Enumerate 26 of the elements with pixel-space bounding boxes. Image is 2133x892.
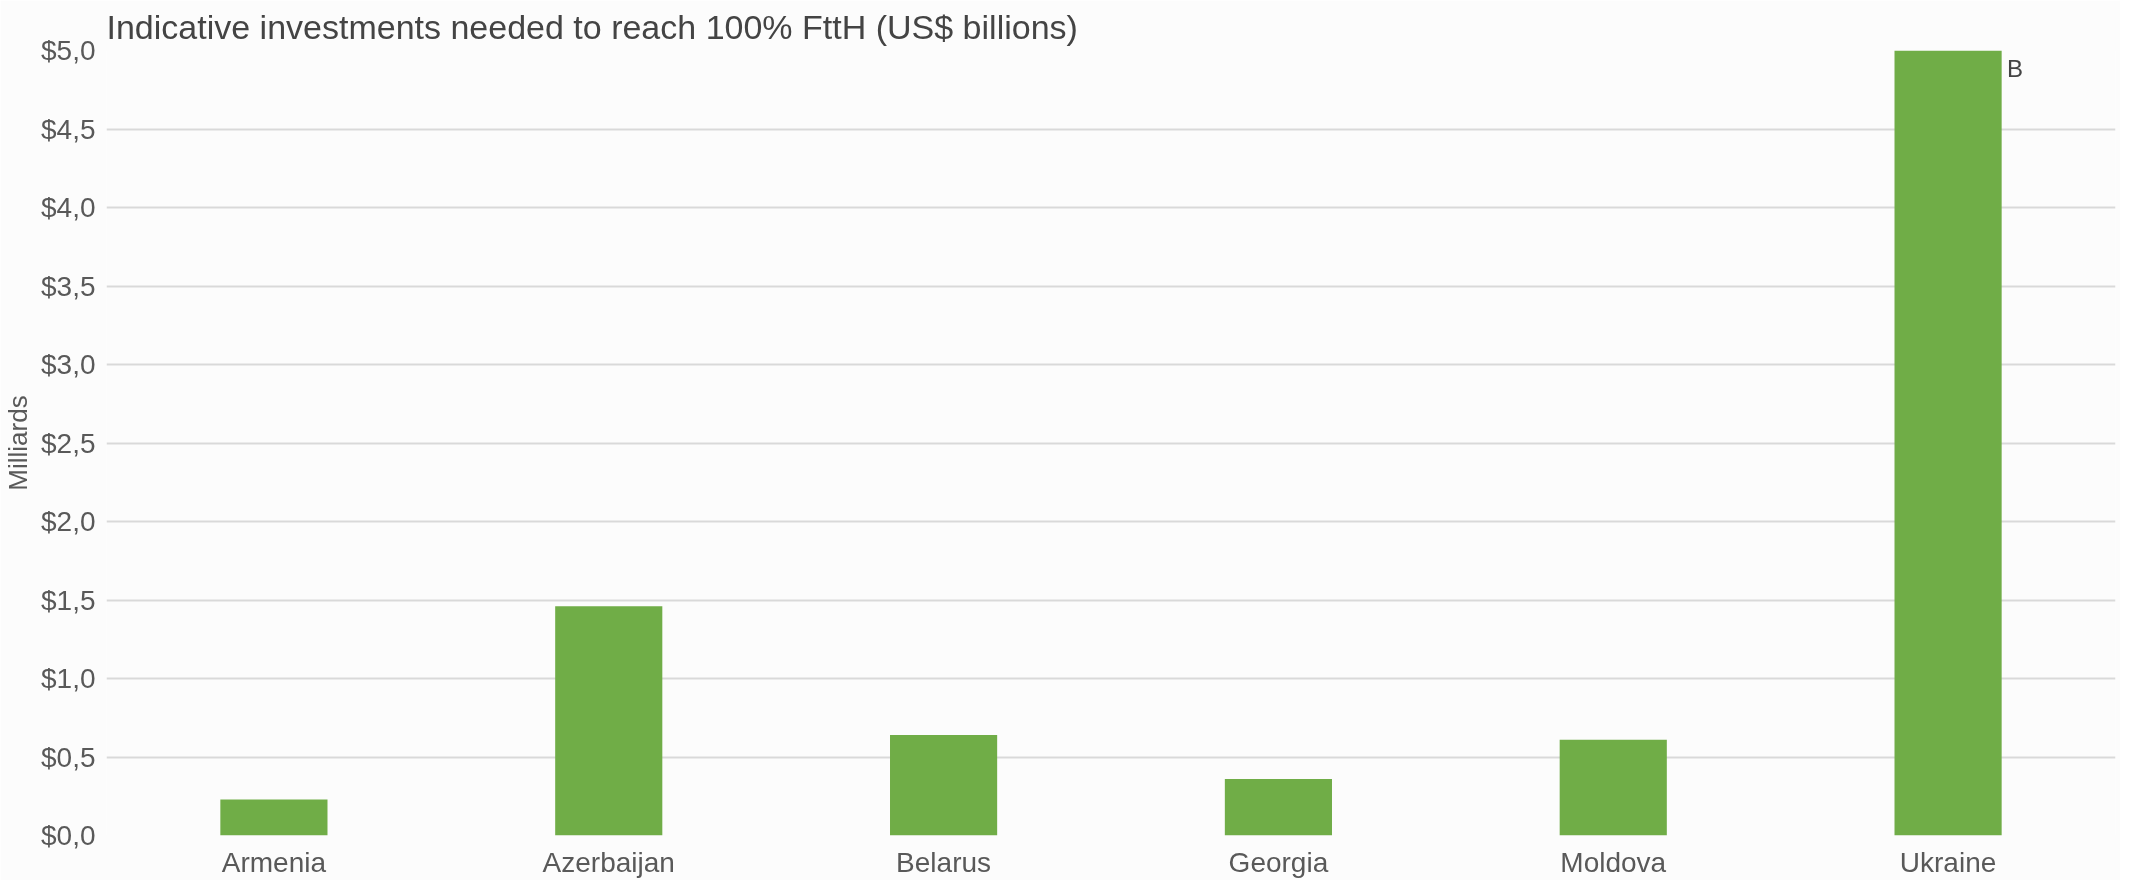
- annotation: B: [2007, 54, 2024, 82]
- x-tick-label: Armenia: [221, 846, 327, 878]
- y-tick-label: $2,0: [41, 506, 96, 537]
- x-tick-label: Belarus: [896, 846, 992, 878]
- y-tick-label: $0,5: [41, 741, 96, 773]
- bar: [1224, 778, 1332, 836]
- x-tick-label: Moldova: [1560, 846, 1667, 878]
- y-tick-label: $1,5: [41, 584, 96, 616]
- bar: [555, 606, 663, 836]
- y-tick-label: $2,5: [41, 427, 96, 459]
- y-tick-label: $3,0: [41, 349, 96, 380]
- y-tick-label: $1,0: [41, 663, 96, 694]
- y-tick-label: $5,0: [41, 35, 96, 66]
- bar: [890, 735, 998, 836]
- bar: [220, 799, 328, 836]
- x-tick-label: Georgia: [1228, 846, 1329, 878]
- bar: [1559, 739, 1667, 836]
- x-tick-label: Ukraine: [1899, 846, 1997, 878]
- y-axis-title: Milliards: [3, 395, 33, 491]
- x-tick-label: Azerbaijan: [542, 846, 675, 878]
- bar: [1894, 50, 2002, 836]
- chart-title: Indicative investments needed to reach 100% FttH (US$ billions): [106, 7, 1078, 46]
- y-tick-label: $4,0: [41, 192, 96, 223]
- y-tick-label: $4,5: [41, 113, 96, 145]
- y-tick-label: $0,0: [41, 820, 96, 851]
- y-tick-label: $3,5: [41, 270, 96, 302]
